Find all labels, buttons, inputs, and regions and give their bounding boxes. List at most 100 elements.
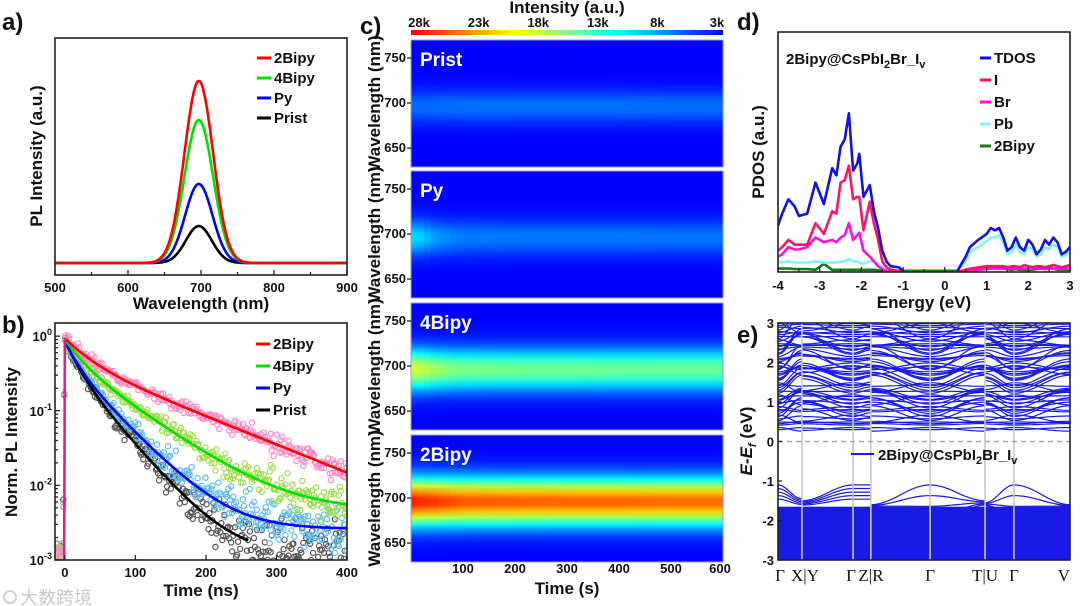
- panel-label-b: b): [2, 312, 25, 339]
- conduction-band: [778, 355, 1070, 359]
- heatmap-column: [567, 435, 575, 562]
- data-point: [208, 485, 215, 493]
- heatmap-column: [716, 40, 724, 167]
- data-point: [203, 501, 210, 508]
- data-point: [223, 469, 230, 476]
- structure-title: 2Bipy@CsPbI2Br_Iv: [786, 51, 926, 71]
- data-point: [194, 474, 201, 482]
- valence-band-continuum: [778, 506, 1070, 560]
- data-point: [291, 533, 298, 540]
- heatmap-column: [515, 40, 523, 167]
- heatmap-column: [437, 435, 445, 562]
- colorbar-tick-label: 8k: [650, 15, 665, 30]
- k-point-label: Γ: [925, 566, 935, 585]
- data-point: [264, 508, 271, 516]
- y-tick-label: 1: [767, 395, 774, 410]
- conduction-band: [778, 382, 1070, 394]
- spectra-curves: [55, 79, 347, 265]
- heatmap-column: [463, 171, 471, 298]
- tick-base: 10: [30, 404, 44, 419]
- heatmap-column: [677, 40, 685, 167]
- data-point: [308, 556, 315, 560]
- data-point: [176, 500, 183, 507]
- heatmap-column: [567, 303, 575, 430]
- colorbar-tick-label: 13k: [587, 15, 609, 30]
- data-point: [288, 527, 295, 534]
- x-tick-label: 400: [608, 561, 630, 576]
- panel-label-c: c): [360, 13, 381, 40]
- data-point: [162, 489, 170, 496]
- heatmap-column: [450, 171, 458, 298]
- conduction-band: [778, 384, 1070, 387]
- legend: 2Bipy 4Bipy Py Prist: [257, 50, 316, 127]
- data-point: [323, 502, 331, 510]
- y-tick-label: -3: [762, 553, 774, 568]
- x-axis-title: Wavelength (nm): [133, 294, 269, 313]
- data-point: [328, 558, 334, 560]
- data-point: [300, 539, 307, 547]
- data-point: [312, 484, 320, 491]
- heatmap-column: [671, 171, 679, 298]
- conduction-band: [778, 323, 1070, 327]
- data-point: [314, 553, 322, 560]
- heatmap-column: [463, 435, 471, 562]
- colorbar-tick-label: 18k: [527, 15, 549, 30]
- heatmap-column: [443, 303, 451, 430]
- data-point: [233, 551, 241, 559]
- data-point: [208, 460, 215, 467]
- tick-exponent: 0: [47, 327, 52, 337]
- data-point: [254, 546, 261, 553]
- conduction-band: [778, 323, 1040, 331]
- heatmap-column: [528, 435, 536, 562]
- pdos-curves: [778, 112, 1070, 272]
- data-point: [202, 444, 209, 451]
- data-point: [296, 487, 303, 494]
- heatmap-column: [430, 40, 438, 167]
- data-point: [188, 464, 195, 471]
- data-point: [287, 494, 294, 501]
- legend-label: Pb: [994, 116, 1013, 133]
- data-point: [330, 459, 338, 467]
- heatmap-column: [469, 40, 477, 167]
- data-point: [289, 559, 292, 560]
- data-point: [248, 557, 256, 560]
- data-point: [209, 482, 216, 489]
- y-axis-title: Norm. PL Intensity: [2, 367, 21, 517]
- data-point: [270, 557, 277, 560]
- data-point: [121, 436, 128, 444]
- rise-edge: [62, 337, 67, 560]
- data-point: [225, 510, 233, 517]
- k-point-label: Γ: [775, 566, 785, 585]
- data-point: [259, 524, 266, 531]
- data-point: [165, 453, 173, 461]
- x-tick-label: 300: [266, 565, 288, 580]
- label-subscript: f: [747, 442, 759, 447]
- data-point: [279, 433, 286, 441]
- data-point: [245, 517, 253, 524]
- y-tick-label: 10-2: [30, 476, 52, 493]
- colorbar-gradient: [411, 30, 723, 35]
- heatmap-column: [677, 303, 685, 430]
- heatmap-column: [521, 435, 529, 562]
- y-tick-label: 750: [384, 181, 406, 196]
- heatmap-column: [554, 303, 562, 430]
- legend: TDOS I Br Pb 2Bipy: [980, 50, 1036, 155]
- heatmap-column: [690, 435, 698, 562]
- x-tick-label: -4: [772, 278, 784, 293]
- data-point: [289, 481, 296, 488]
- data-point: [245, 520, 253, 528]
- heatmap-column: [560, 171, 568, 298]
- data-point: [285, 552, 292, 559]
- heatmap-column: [645, 40, 653, 167]
- heatmap-column: [671, 435, 679, 562]
- data-point: [282, 531, 289, 539]
- heatmap-column: [502, 303, 510, 430]
- legend-label: 4Bipy: [273, 358, 315, 375]
- k-point-label: Γ: [846, 566, 856, 585]
- heatmap-column: [651, 40, 659, 167]
- data-point: [278, 475, 285, 482]
- data-point: [270, 452, 277, 460]
